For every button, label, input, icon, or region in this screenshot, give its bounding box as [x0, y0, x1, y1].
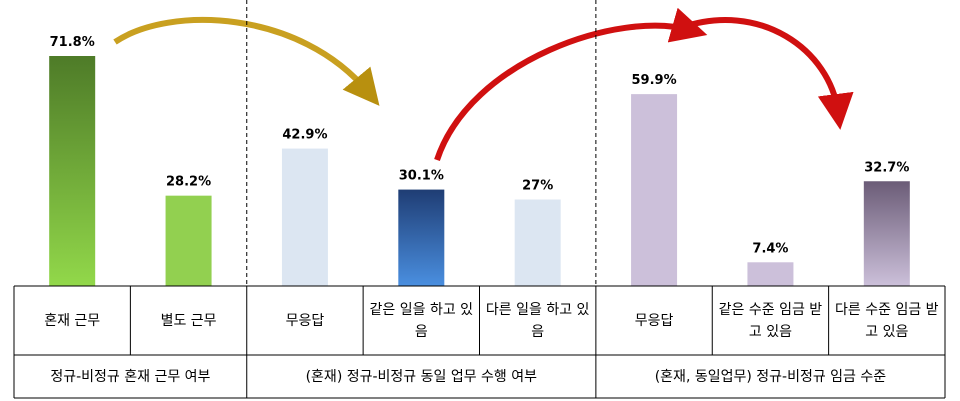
bar [863, 181, 910, 286]
bar [514, 199, 561, 286]
data-label: 42.9% [282, 128, 327, 143]
x-tick-label: 같은 수준 임금 받고 있음 [718, 301, 823, 340]
bar [281, 148, 328, 286]
data-label: 27% [522, 179, 553, 194]
group-label: (혼재, 동일업무) 정규-비정규 임금 수준 [654, 368, 887, 385]
data-label: 71.8% [50, 35, 95, 50]
x-tick-label: 혼재 근무 [44, 312, 101, 329]
bar [49, 56, 96, 286]
x-tick-label: 무응답 [634, 312, 674, 329]
data-label: 30.1% [399, 169, 444, 184]
bar [631, 94, 678, 286]
group-label: 정규-비정규 혼재 근무 여부 [50, 368, 211, 385]
x-tick-label: 같은 일을 하고 있음 [369, 301, 474, 340]
bars [49, 56, 910, 286]
data-label: 32.7% [864, 160, 909, 175]
bar [398, 189, 445, 286]
group-label: (혼재) 정규-비정규 동일 업무 수행 여부 [305, 368, 538, 385]
arrow [434, 7, 708, 161]
data-label: 28.2% [166, 175, 211, 190]
arrow [679, 17, 854, 130]
bar [165, 195, 212, 286]
x-tick-label: 다른 수준 임금 받고 있음 [835, 301, 939, 340]
data-label: 59.9% [632, 73, 677, 88]
bar [747, 262, 794, 286]
x-tick-label: 무응답 [285, 312, 325, 329]
data-label: 7.4% [752, 241, 788, 256]
x-tick-label: 별도 근무 [160, 312, 217, 329]
arrow [113, 16, 380, 106]
x-tick-label: 다른 일을 하고 있음 [485, 301, 590, 340]
